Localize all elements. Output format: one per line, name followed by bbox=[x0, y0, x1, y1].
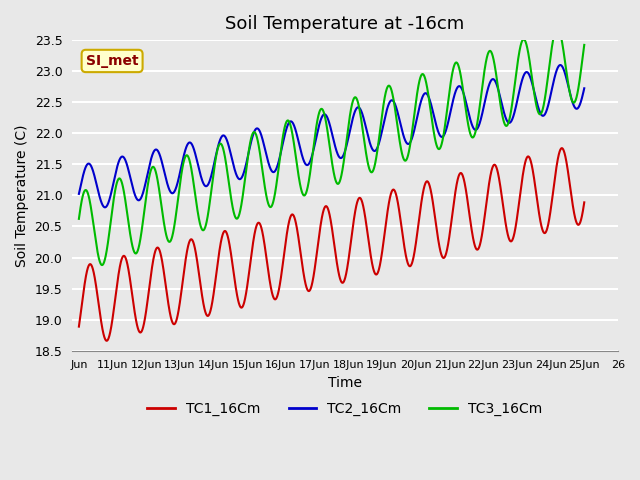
X-axis label: Time: Time bbox=[328, 376, 362, 390]
Legend: TC1_16Cm, TC2_16Cm, TC3_16Cm: TC1_16Cm, TC2_16Cm, TC3_16Cm bbox=[142, 396, 548, 421]
Text: SI_met: SI_met bbox=[86, 54, 138, 68]
Y-axis label: Soil Temperature (C): Soil Temperature (C) bbox=[15, 124, 29, 267]
Title: Soil Temperature at -16cm: Soil Temperature at -16cm bbox=[225, 15, 465, 33]
